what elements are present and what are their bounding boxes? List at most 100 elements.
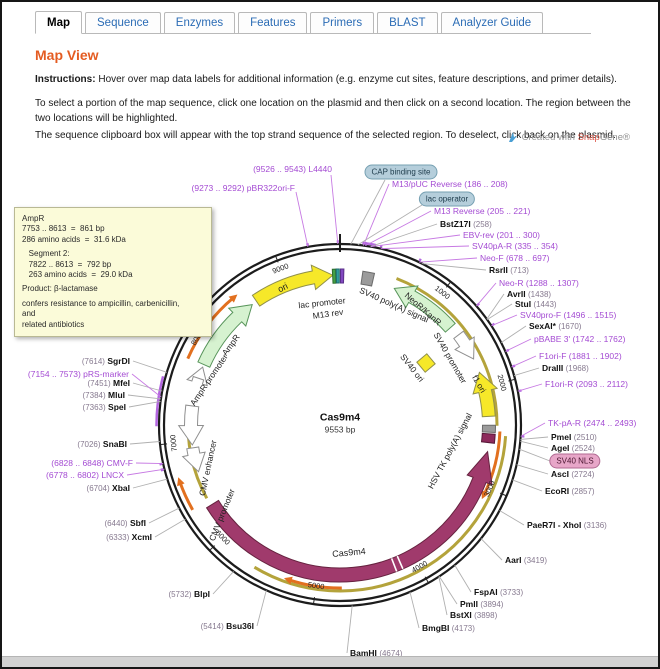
map-label-lncx[interactable]: (6778 .. 6802) LNCX xyxy=(46,470,124,480)
tab-primers[interactable]: Primers xyxy=(310,12,375,33)
map-label-bstz17i[interactable]: BstZ17I (258) xyxy=(440,219,492,229)
map-label-spei[interactable]: (7363) SpeI xyxy=(82,402,126,412)
map-label-m13-reverse[interactable]: M13 Reverse (205 .. 221) xyxy=(434,206,531,216)
map-label-l4440[interactable]: (9526 .. 9543) L4440 xyxy=(253,164,332,174)
map-label-snabi[interactable]: (7026) SnaBI xyxy=(77,439,127,449)
decor-arc xyxy=(395,277,499,426)
feature-bubble-lac-operator[interactable]: lac operator xyxy=(418,191,476,207)
primer-mark xyxy=(418,258,422,262)
bp-tick xyxy=(424,576,429,583)
instructions-paragraph-2: To select a portion of the map sequence,… xyxy=(35,98,631,124)
feature-cmv-promoter[interactable] xyxy=(181,446,206,473)
leader-line xyxy=(148,507,180,524)
feature-poly-a-block[interactable] xyxy=(481,424,497,434)
bp-tick xyxy=(275,256,279,263)
leader-line xyxy=(480,538,503,561)
map-label-stui[interactable]: StuI (1443) xyxy=(515,299,557,309)
tab-analyzer-guide[interactable]: Analyzer Guide xyxy=(440,12,544,33)
tab-enzymes[interactable]: Enzymes xyxy=(163,12,236,33)
map-label-aari[interactable]: AarI (3419) xyxy=(505,555,548,565)
tooltip-line: Product: β-lactamase xyxy=(22,284,98,294)
feature-ampr[interactable] xyxy=(197,303,253,368)
map-label-sgrdi[interactable]: (7614) SgrDI xyxy=(81,356,130,366)
map-label-fspai[interactable]: FspAI (3733) xyxy=(474,587,524,597)
leader-line xyxy=(505,338,532,352)
credit-text: Created with xyxy=(521,132,578,143)
feature-lac-promoter-seg1[interactable] xyxy=(331,268,337,284)
map-label-bmgbi[interactable]: BmgBI (4173) xyxy=(422,623,475,633)
map-label-xbai[interactable]: (6704) XbaI xyxy=(86,483,130,493)
map-label-sexai-[interactable]: SexAI* (1670) xyxy=(529,321,582,331)
feature-label-m13-rev[interactable]: M13 rev xyxy=(312,306,344,321)
feature-label-sv40-ori[interactable]: SV40 ori xyxy=(398,351,427,384)
feature-label-hsv-tk-poly-a-signal[interactable]: HSV TK poly(A) signal xyxy=(425,411,475,491)
map-label-rsrii[interactable]: RsrII (713) xyxy=(489,265,529,275)
leader-line xyxy=(516,464,549,475)
map-label-blpi[interactable]: (5732) BlpI xyxy=(168,589,210,599)
map-label-ecori[interactable]: EcoRI (2857) xyxy=(545,486,595,496)
map-label-sv40pro-f[interactable]: SV40pro-F (1496 .. 1515) xyxy=(520,310,617,320)
feature-bubble-cap-binding-site[interactable]: CAP binding site xyxy=(364,164,438,180)
feature-label-sv40-promoter[interactable]: SV40 promoter xyxy=(431,330,469,386)
tab-features[interactable]: Features xyxy=(238,12,308,33)
map-label-prs-marker[interactable]: (7154 .. 7573) pRS-marker xyxy=(27,369,129,379)
map-label-xcmi[interactable]: (6333) XcmI xyxy=(106,532,152,542)
feature-ampr-promoter[interactable] xyxy=(186,366,208,387)
leader-line xyxy=(357,204,423,246)
feature-label-cmv-enhancer[interactable]: CMV enhancer xyxy=(196,439,219,497)
map-label-draiii[interactable]: DraIII (1968) xyxy=(542,363,589,373)
map-label-sbfi[interactable]: (6440) SbfI xyxy=(104,518,146,528)
feature-hsv-tk-poly-a-signal[interactable] xyxy=(480,432,496,444)
feature-neor-kanr[interactable] xyxy=(393,285,456,333)
feature-label-ampr-promoter[interactable]: AmpR promoter xyxy=(187,352,230,408)
map-label-cmv-f[interactable]: (6828 .. 6848) CMV-F xyxy=(51,458,133,468)
map-label-neo-f[interactable]: Neo-F (678 .. 697) xyxy=(480,253,550,263)
feature-bubble-sv40-nls[interactable]: SV40 NLS xyxy=(549,453,601,469)
map-label-sv40pa-r[interactable]: SV40pA-R (335 .. 354) xyxy=(472,241,558,251)
feature-lac-promoter-seg3[interactable] xyxy=(340,268,345,284)
map-label-tk-pa-r[interactable]: TK-pA-R (2474 .. 2493) xyxy=(548,418,637,428)
leader-line xyxy=(438,576,458,605)
feature-lac-promoter-seg2[interactable] xyxy=(335,268,340,284)
tab-map[interactable]: Map xyxy=(35,11,82,34)
map-label-asci[interactable]: AscI (2724) xyxy=(551,469,595,479)
map-label-bsu36i[interactable]: (5414) Bsu36I xyxy=(200,621,254,631)
bp-tick xyxy=(445,282,451,288)
bp-tick xyxy=(161,443,168,445)
map-label-bstxi[interactable]: BstXI (3898) xyxy=(450,610,498,620)
map-label-f1ori-r[interactable]: F1ori-R (2093 .. 2112) xyxy=(545,379,628,389)
feature-sv40-poly-a-signal[interactable] xyxy=(360,270,376,287)
page-bottom-strip xyxy=(2,656,658,667)
backbone-rings xyxy=(155,234,525,608)
map-label-pmei[interactable]: PmeI (2510) xyxy=(551,432,597,442)
tab-sequence[interactable]: Sequence xyxy=(85,12,161,33)
leader-line xyxy=(491,314,518,327)
feature-f1-ori[interactable] xyxy=(472,371,499,418)
orf-arrow-head xyxy=(228,294,238,303)
feature-sv40-promoter[interactable] xyxy=(453,330,475,360)
leader-line xyxy=(454,564,472,593)
map-label-pbabe-3-[interactable]: pBABE 3' (1742 .. 1762) xyxy=(534,334,626,344)
feature-label-cas9m4[interactable]: Cas9m4 xyxy=(331,546,367,559)
feature-label-ori[interactable]: ori xyxy=(276,280,290,295)
feature-sv40-ori[interactable] xyxy=(416,353,436,373)
map-label-mfei[interactable]: (7451) MfeI xyxy=(87,378,131,388)
map-label-mlui[interactable]: (7384) MluI xyxy=(82,390,126,400)
feature-cas9m4[interactable] xyxy=(205,450,493,583)
feature-label-cmv-promoter[interactable]: CMV promoter xyxy=(206,487,237,543)
map-label-avrii[interactable]: AvrII (1438) xyxy=(507,289,552,299)
map-label-f1ori-f[interactable]: F1ori-F (1881 .. 1902) xyxy=(539,351,622,361)
map-label-agei[interactable]: AgeI (2524) xyxy=(551,443,595,453)
map-label-paer7i-xhoi[interactable]: PaeR7I - XhoI (3136) xyxy=(527,520,607,530)
feature-label-f1-ori[interactable]: f1 ori xyxy=(470,373,489,395)
map-label-ebv-rev[interactable]: EBV-rev (201 .. 300) xyxy=(463,230,541,240)
map-label-m13-puc-reverse[interactable]: M13/pUC Reverse (186 .. 208) xyxy=(392,179,508,189)
map-label-bamhi[interactable]: BamHI (4674) xyxy=(350,648,403,658)
leader-line xyxy=(486,293,505,320)
map-label-pmli[interactable]: PmlI (3894) xyxy=(460,599,504,609)
tab-blast[interactable]: BLAST xyxy=(377,12,438,33)
feature-cmv-enhancer[interactable] xyxy=(177,404,205,446)
map-label-pbr322ori-f[interactable]: (9273 .. 9292) pBR322ori-F xyxy=(191,183,295,193)
map-label-neo-r[interactable]: Neo-R (1288 .. 1307) xyxy=(499,278,579,288)
